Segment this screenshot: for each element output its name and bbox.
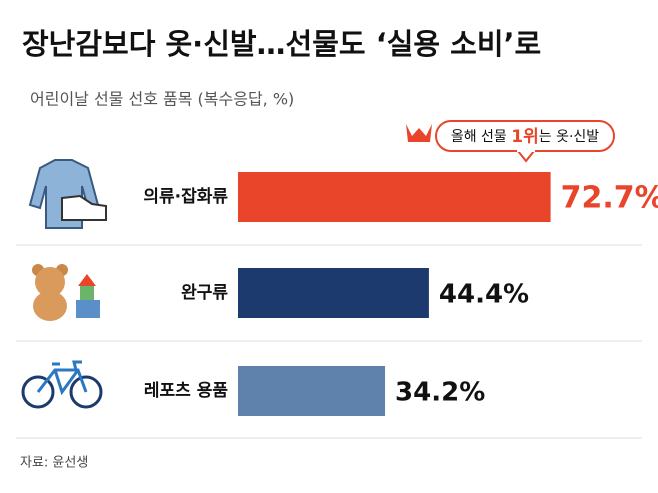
- crown-icon: [406, 124, 432, 142]
- bar: [238, 366, 386, 416]
- annotation-pointer: [517, 150, 535, 163]
- annotation-highlight: 1위: [511, 127, 538, 147]
- clothing-icon: [28, 159, 107, 229]
- annotation-before: 올해 선물: [451, 129, 507, 145]
- chart-subtitle: 어린이날 선물 선호 품목 (복수응답, %): [30, 90, 294, 109]
- value-label: 44.4%: [439, 280, 529, 310]
- annotation-text: 올해 선물 1위는 옷·신발: [451, 127, 599, 147]
- category-label: 레포츠 용품: [144, 381, 228, 401]
- category-label: 완구류: [181, 283, 228, 303]
- bicycle-icon: [21, 360, 103, 409]
- bar: [238, 172, 551, 222]
- category-label: 의류·잡화류: [143, 187, 228, 207]
- source: 자료: 윤선생: [20, 456, 88, 471]
- pointer-mask: [517, 149, 535, 152]
- toy-icon: [32, 264, 100, 321]
- annotation-after: 는 옷·신발: [539, 129, 600, 145]
- chart-title: 장난감보다 옷·신발…선물도 ‘실용 소비’로: [22, 27, 541, 61]
- value-label: 72.7%: [561, 181, 658, 216]
- annotation: 올해 선물 1위는 옷·신발: [406, 120, 615, 163]
- bar: [238, 268, 429, 318]
- value-label: 34.2%: [395, 378, 485, 408]
